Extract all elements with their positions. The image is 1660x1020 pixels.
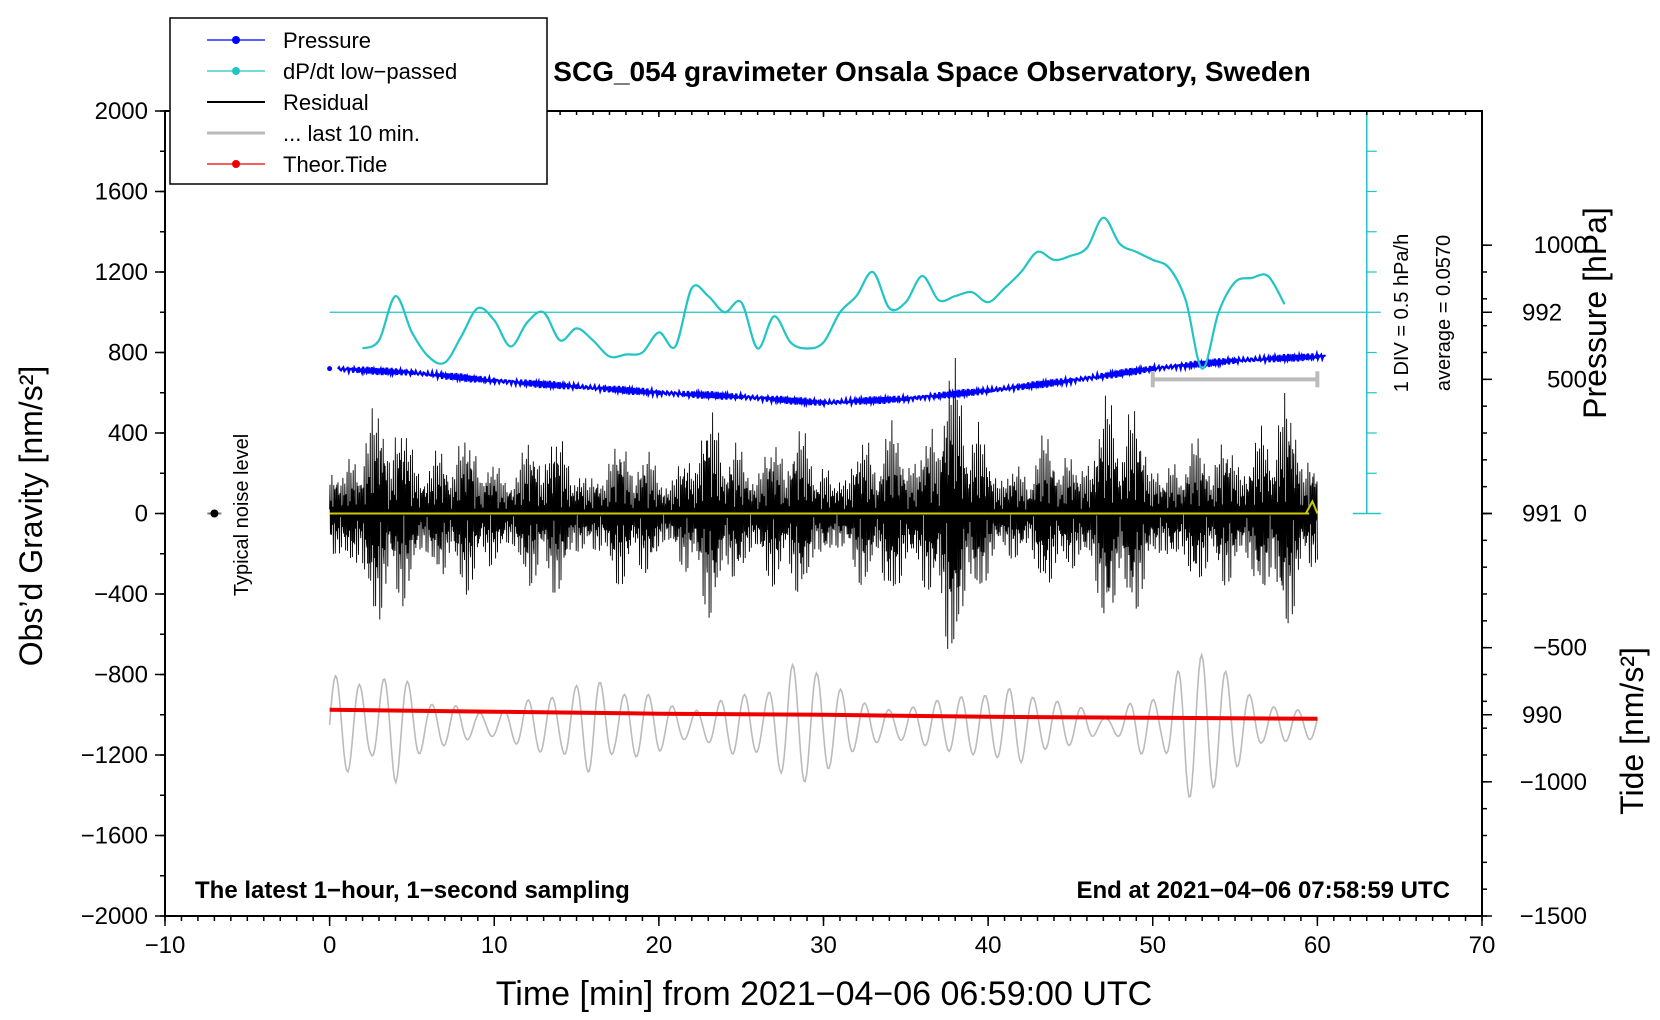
y-tick-label: −2000 [81,903,148,930]
legend-tide-label: Theor.Tide [283,152,387,177]
legend: Pressure dP/dt low−passed Residual ... l… [169,17,548,185]
legend-item-tide: Theor.Tide [207,152,387,177]
tide-tick-label: 1000 [1534,232,1587,259]
axis-ticks: −10 0 10 20 30 40 50 60 70 2000 1600 1200 800 400 0 −40… [81,98,1587,959]
y-tick-label: 1600 [95,179,148,206]
pressure-point [656,390,662,396]
y-tick-label: −1200 [81,742,148,769]
y-tick-label: −800 [94,662,148,689]
last-10-min-series [328,652,1319,798]
pressure-line [336,349,1326,409]
annotation-end-time: End at 2021−04−06 07:58:59 UTC [1076,877,1450,904]
legend-dpdt-label: dP/dt low−passed [283,59,457,84]
legend-residual-label: Residual [283,90,369,115]
y-axis-label-pressure: Pressure [hPa] [1577,207,1613,419]
legend-item-residual: Residual [207,90,369,115]
pressure-point [327,366,333,372]
y-tick-label: 2000 [95,98,148,125]
annotation-sampling: The latest 1−hour, 1−second sampling [195,877,630,904]
dpdt-line [362,216,1286,370]
tide-tick-label: −500 [1533,635,1587,662]
yellow-trace [329,499,1319,515]
x-tick-label: 50 [1139,932,1166,959]
last-10-min-line [328,652,1319,798]
pressure-point [574,384,580,390]
pressure-point [985,388,991,394]
pressure-point [1150,366,1156,372]
dpdt-average-label: average = 0.0570 [1433,235,1455,391]
legend-last10-label: ... last 10 min. [283,121,420,146]
dpdt-div-label: 1 DIV = 0.5 hPa/h [1391,234,1413,392]
chart-extras [207,111,1381,518]
pressure-point [738,394,744,400]
y-tick-label: 1200 [95,259,148,286]
pressure-series [327,349,1326,409]
pressure-tick-label: 990 [1522,702,1562,729]
x-tick-label: 70 [1469,932,1496,959]
y-tick-label: 0 [135,501,148,528]
theor-tide-series [329,707,1318,721]
pressure-point [409,370,415,376]
legend-pressure-marker [232,36,240,44]
pressure-point [903,396,909,402]
pressure-point [821,400,826,406]
tide-line [329,707,1318,721]
x-tick-label: 60 [1304,932,1331,959]
legend-item-pressure: Pressure [207,28,371,53]
tide-tick-label: −1000 [1520,769,1587,796]
tide-tick-label: 0 [1574,501,1587,528]
chart-title: SCG_054 gravimeter Onsala Space Observat… [553,56,1310,87]
pressure-point [1067,378,1073,384]
x-tick-label: 20 [646,932,673,959]
x-tick-label: 30 [810,932,837,959]
tide-tick-label: −1500 [1520,903,1587,930]
residual-series [329,357,1318,649]
dpdt-series [329,216,1367,370]
tide-tick-label: 500 [1547,366,1587,393]
x-tick-label: 40 [975,932,1002,959]
x-tick-label: 0 [323,932,336,959]
legend-item-dpdt: dP/dt low−passed [207,59,457,84]
pressure-point [1232,358,1238,364]
pressure-tick-label: 992 [1522,299,1562,326]
legend-dpdt-marker [232,67,240,75]
y-axis-label-gravity: Obs’d Gravity [nm/s²] [13,366,49,667]
pressure-point [1314,354,1320,359]
y-tick-label: 400 [108,420,148,447]
x-axis-label: Time [min] from 2021−04−06 06:59:00 UTC [496,975,1152,1013]
noise-level-label: Typical noise level [231,434,253,596]
y-tick-label: −1600 [81,823,148,850]
legend-pressure-label: Pressure [283,28,371,53]
pressure-tick-label: 991 [1522,501,1562,528]
x-tick-label: −10 [145,932,186,959]
x-tick-label: 10 [481,932,508,959]
legend-item-last10: ... last 10 min. [207,121,420,146]
y-tick-label: 800 [108,340,148,367]
y-tick-label: −400 [94,581,148,608]
yellow-spike [1304,499,1319,514]
residual-line [329,357,1318,649]
pressure-point [491,378,497,384]
legend-tide-marker [232,160,240,168]
noise-level-marker [210,509,219,518]
y-axis-label-tide: Tide [nm/s²] [1614,647,1650,815]
